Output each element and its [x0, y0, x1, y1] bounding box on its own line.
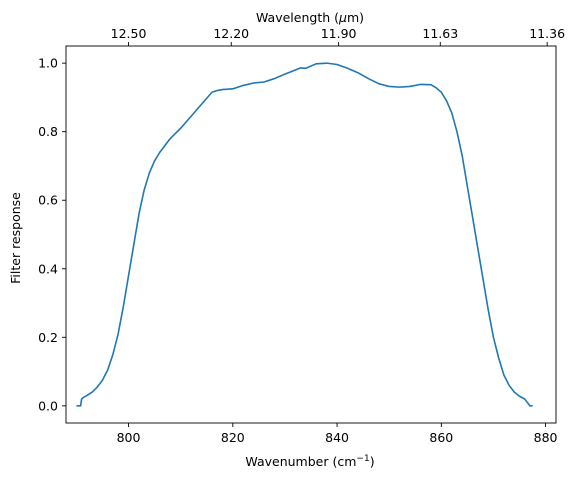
x-tick-label: 860: [429, 430, 453, 445]
x-tick-label: 840: [325, 430, 349, 445]
y-axis: 0.0 0.2 0.4 0.6 0.8 1.0: [38, 56, 66, 413]
plot-area: [65, 45, 557, 424]
y-tick-label: 0.4: [38, 261, 58, 276]
y-tick-label: 0.8: [38, 124, 58, 139]
top-tick-label: 12.50: [111, 26, 147, 41]
y-tick-label: 0.2: [38, 330, 58, 345]
x-tick-label: 880: [534, 430, 558, 445]
x-axis-label: Wavenumber (cm−1): [245, 454, 374, 469]
top-tick-label: 11.63: [422, 26, 458, 41]
top-x-axis: 12.50 12.20 11.90 11.63 11.36: [111, 26, 565, 46]
y-tick-label: 0.0: [38, 398, 58, 413]
x-tick-label: 800: [117, 430, 141, 445]
axes-frame: [65, 45, 557, 424]
top-tick-label: 11.90: [321, 26, 357, 41]
top-tick-label: 12.20: [213, 26, 249, 41]
top-tick-label: 11.36: [529, 26, 565, 41]
y-tick-label: 1.0: [38, 56, 58, 71]
x-tick-label: 820: [221, 430, 245, 445]
series-line: [76, 62, 533, 407]
y-tick-label: 0.6: [38, 193, 58, 208]
bottom-x-axis: 800 820 840 860 880: [117, 423, 558, 445]
top-x-axis-label: Wavelength (μm): [256, 10, 364, 25]
y-axis-label: Filter response: [8, 192, 23, 284]
